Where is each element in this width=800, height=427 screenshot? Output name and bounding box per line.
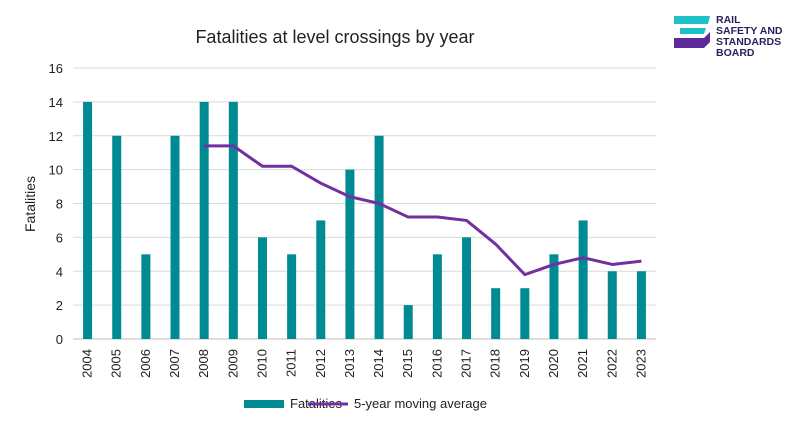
bar-2020 (549, 254, 559, 339)
bar-2012 (316, 220, 326, 339)
bar-2019 (520, 288, 530, 339)
x-tick-label-2013: 2013 (342, 349, 357, 378)
bar-2015 (403, 305, 413, 339)
x-tick-label-2019: 2019 (517, 349, 532, 378)
y-tick-label: 4 (56, 264, 63, 279)
x-axis-ticks: 2004 2005 2006 2007 2008 2009 2010 2011 2012 2013… (80, 349, 649, 378)
bar-2007 (170, 135, 180, 339)
x-tick-label-2010: 2010 (254, 349, 269, 378)
gridlines (73, 67, 656, 340)
x-tick-label-2015: 2015 (400, 349, 415, 378)
y-tick-label: 2 (56, 298, 63, 313)
x-tick-label-2006: 2006 (138, 349, 153, 378)
bar-2017 (462, 237, 472, 339)
x-tick-label-2005: 2005 (109, 349, 124, 378)
bar-2008 (199, 101, 209, 339)
logo-line-1: RAIL (716, 14, 741, 26)
y-tick-label: 16 (49, 61, 63, 76)
y-axis-label: Fatalities (22, 176, 38, 232)
bar-2011 (287, 254, 297, 339)
x-tick-label-2011: 2011 (284, 349, 299, 377)
y-tick-label: 0 (56, 332, 63, 347)
line-series (204, 144, 642, 277)
bar-2009 (228, 101, 238, 339)
logo-line-2: SAFETY AND (716, 25, 783, 37)
bar-2022 (607, 271, 617, 339)
x-tick-label-2022: 2022 (604, 349, 619, 378)
bar-2010 (257, 237, 267, 339)
bar-2023 (636, 271, 646, 339)
x-tick-label-2012: 2012 (313, 349, 328, 378)
legend: Fatalities 5-year moving average (244, 396, 487, 411)
x-tick-label-2004: 2004 (80, 349, 95, 378)
x-tick-label-2007: 2007 (167, 349, 182, 378)
x-tick-label-2023: 2023 (633, 349, 648, 378)
bar-2006 (141, 254, 151, 339)
x-tick-label-2016: 2016 (429, 349, 444, 378)
x-tick-label-2008: 2008 (196, 349, 211, 378)
y-tick-label: 6 (56, 230, 63, 245)
legend-label-moving-average: 5-year moving average (354, 396, 487, 411)
logo-line-3: STANDARDS (716, 36, 782, 48)
bar-2016 (432, 254, 442, 339)
legend-swatch-fatalities (244, 400, 284, 408)
bar-2005 (112, 135, 122, 339)
bar-2013 (345, 169, 355, 339)
y-tick-label: 14 (49, 95, 63, 110)
bar-2004 (83, 101, 93, 339)
bar-2021 (578, 220, 588, 339)
bar-2018 (491, 288, 501, 339)
x-tick-label-2017: 2017 (459, 349, 474, 378)
x-tick-label-2014: 2014 (371, 349, 386, 378)
x-tick-label-2009: 2009 (225, 349, 240, 378)
y-axis-ticks: 0 2 4 6 8 10 12 14 16 (49, 61, 63, 347)
chart-title: Fatalities at level crossings by year (195, 27, 474, 47)
y-tick-label: 8 (56, 197, 63, 212)
rssb-logo-text: RAIL SAFETY AND STANDARDS BOARD (716, 15, 783, 59)
x-tick-label-2018: 2018 (488, 349, 503, 378)
logo-line-4: BOARD (716, 47, 755, 59)
bar-series (83, 101, 646, 339)
rssb-logo-icon (674, 16, 710, 48)
y-tick-label: 10 (49, 163, 63, 178)
rssb-logo: RAIL SAFETY AND STANDARDS BOARD (674, 14, 794, 64)
y-tick-label: 12 (49, 129, 63, 144)
bar-2014 (374, 135, 384, 339)
x-tick-label-2020: 2020 (546, 349, 561, 378)
x-tick-label-2021: 2021 (575, 349, 590, 378)
moving-average-line (204, 144, 642, 277)
